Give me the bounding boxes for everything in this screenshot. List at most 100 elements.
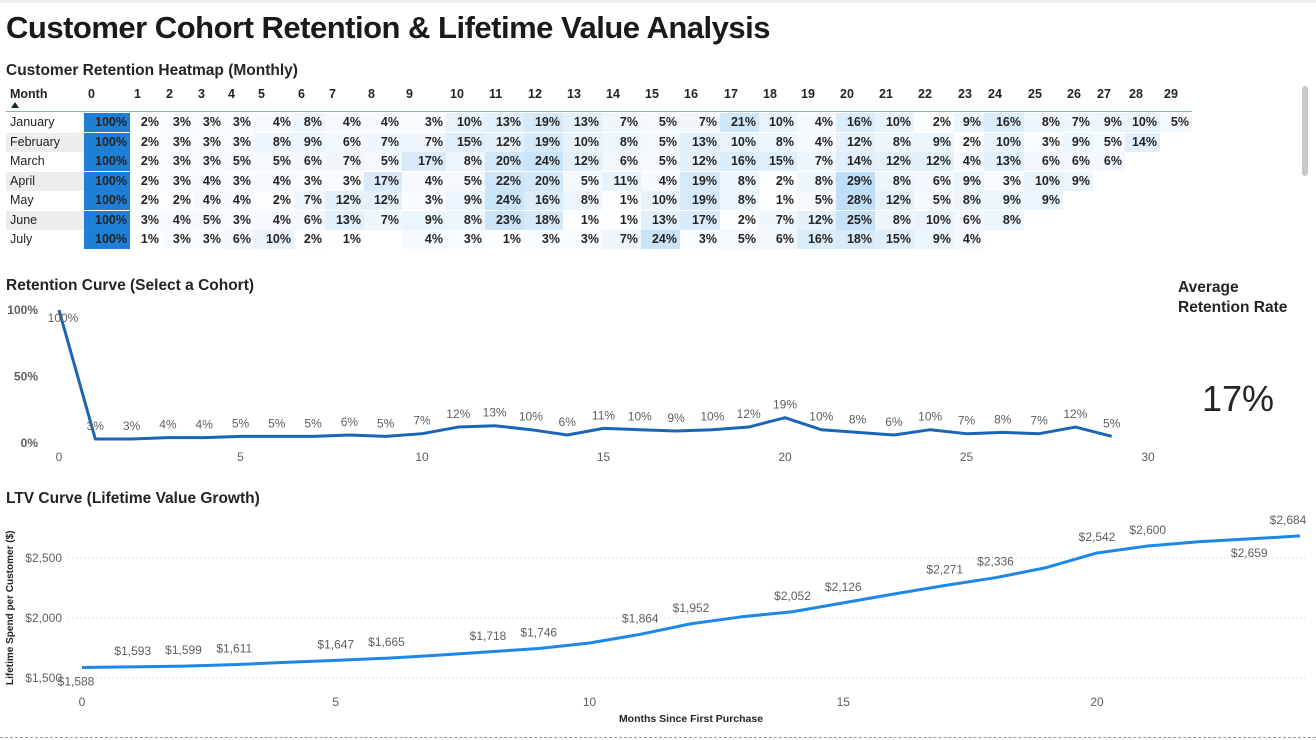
heatmap-cell[interactable]: 8% bbox=[797, 171, 836, 191]
heatmap-cell[interactable]: 15% bbox=[759, 152, 797, 171]
heatmap-cell[interactable]: 6% bbox=[294, 152, 325, 171]
heatmap-cell[interactable]: 9% bbox=[914, 230, 954, 249]
heatmap-cell[interactable]: 19% bbox=[524, 113, 563, 132]
heatmap-cell[interactable]: 10% bbox=[720, 132, 759, 152]
heatmap-cell[interactable]: 1% bbox=[563, 210, 602, 230]
heatmap-cell[interactable]: 2% bbox=[294, 230, 325, 249]
heatmap-cell[interactable]: 10% bbox=[875, 113, 914, 132]
heatmap-cell[interactable]: 15% bbox=[446, 132, 485, 152]
heatmap-cell[interactable]: 8% bbox=[875, 171, 914, 191]
heatmap-cell[interactable]: 7% bbox=[364, 210, 402, 230]
heatmap-cell[interactable]: 12% bbox=[836, 132, 875, 152]
heatmap-cell[interactable]: 5% bbox=[194, 210, 224, 230]
heatmap-cell[interactable]: 4% bbox=[194, 171, 224, 191]
heatmap-cell[interactable]: 3% bbox=[224, 132, 254, 152]
heatmap-cell[interactable]: 3% bbox=[402, 191, 446, 210]
heatmap-cell[interactable]: 7% bbox=[602, 113, 641, 132]
heatmap-cell[interactable]: 3% bbox=[1024, 132, 1063, 152]
heatmap-cell[interactable]: 5% bbox=[1160, 113, 1192, 132]
heatmap-cell[interactable]: 2% bbox=[130, 113, 162, 132]
heatmap-cell[interactable]: 5% bbox=[254, 152, 294, 171]
heatmap-cell[interactable]: 5% bbox=[641, 132, 680, 152]
heatmap-cell[interactable]: 19% bbox=[680, 191, 720, 210]
heatmap-cell[interactable]: 10% bbox=[641, 191, 680, 210]
heatmap-cell[interactable]: 2% bbox=[720, 210, 759, 230]
heatmap-cell[interactable]: 3% bbox=[984, 171, 1024, 191]
heatmap-cell[interactable]: 28% bbox=[836, 191, 875, 210]
heatmap-cell[interactable]: 3% bbox=[446, 230, 485, 249]
heatmap-cell[interactable]: 8% bbox=[1024, 113, 1063, 132]
heatmap-cell[interactable]: 13% bbox=[984, 152, 1024, 171]
heatmap-cell[interactable]: 9% bbox=[294, 132, 325, 152]
heatmap-cell[interactable]: 6% bbox=[1063, 152, 1093, 171]
heatmap-cell[interactable]: 3% bbox=[224, 210, 254, 230]
heatmap-cell[interactable]: 4% bbox=[224, 191, 254, 210]
heatmap-cell[interactable]: 6% bbox=[602, 152, 641, 171]
heatmap-cell[interactable]: 14% bbox=[836, 152, 875, 171]
heatmap-cell[interactable]: 9% bbox=[984, 191, 1024, 210]
heatmap-cell[interactable]: 2% bbox=[130, 152, 162, 171]
heatmap-cell[interactable]: 8% bbox=[446, 210, 485, 230]
heatmap-cell[interactable]: 8% bbox=[254, 132, 294, 152]
heatmap-cell[interactable]: 8% bbox=[720, 171, 759, 191]
heatmap-cell[interactable]: 12% bbox=[875, 152, 914, 171]
heatmap-cell[interactable]: 2% bbox=[954, 132, 984, 152]
heatmap-cell[interactable]: 100% bbox=[84, 132, 130, 152]
heatmap-cell[interactable]: 10% bbox=[1125, 113, 1160, 132]
heatmap-cell[interactable]: 2% bbox=[254, 191, 294, 210]
heatmap-cell[interactable]: 100% bbox=[84, 152, 130, 171]
heatmap-cell[interactable]: 9% bbox=[1063, 171, 1093, 191]
heatmap-cell[interactable]: 10% bbox=[759, 113, 797, 132]
heatmap-cell[interactable]: 12% bbox=[364, 191, 402, 210]
heatmap-cell[interactable]: 3% bbox=[162, 152, 194, 171]
heatmap-cell[interactable]: 4% bbox=[254, 210, 294, 230]
heatmap-cell[interactable]: 9% bbox=[1024, 191, 1063, 210]
heatmap-cell[interactable]: 1% bbox=[602, 210, 641, 230]
heatmap-cell[interactable]: 7% bbox=[325, 152, 364, 171]
heatmap-cell[interactable]: 2% bbox=[130, 171, 162, 191]
heatmap-cell[interactable]: 6% bbox=[954, 210, 984, 230]
heatmap-cell[interactable]: 100% bbox=[84, 113, 130, 132]
heatmap-cell[interactable]: 12% bbox=[914, 152, 954, 171]
heatmap-cell[interactable]: 6% bbox=[294, 210, 325, 230]
heatmap-cell[interactable]: 9% bbox=[1093, 113, 1125, 132]
heatmap-cell[interactable]: 18% bbox=[524, 210, 563, 230]
heatmap-cell[interactable]: 1% bbox=[325, 230, 364, 249]
heatmap-cell[interactable]: 3% bbox=[162, 132, 194, 152]
heatmap-cell[interactable]: 8% bbox=[875, 210, 914, 230]
heatmap-cell[interactable]: 1% bbox=[759, 191, 797, 210]
heatmap-cell[interactable]: 8% bbox=[984, 210, 1024, 230]
heatmap-cell[interactable]: 3% bbox=[680, 230, 720, 249]
heatmap-cell[interactable]: 4% bbox=[364, 113, 402, 132]
heatmap-cell[interactable]: 7% bbox=[797, 152, 836, 171]
heatmap-cell[interactable]: 3% bbox=[194, 152, 224, 171]
heatmap-cell[interactable]: 12% bbox=[485, 132, 524, 152]
heatmap-cell[interactable]: 8% bbox=[759, 132, 797, 152]
heatmap-cell[interactable]: 4% bbox=[162, 210, 194, 230]
heatmap-cell[interactable]: 17% bbox=[402, 152, 446, 171]
heatmap-cell[interactable]: 23% bbox=[485, 210, 524, 230]
heatmap-cell[interactable]: 4% bbox=[254, 171, 294, 191]
heatmap-cell[interactable]: 17% bbox=[364, 171, 402, 191]
heatmap-cell[interactable]: 13% bbox=[641, 210, 680, 230]
heatmap-cell[interactable]: 8% bbox=[875, 132, 914, 152]
heatmap-cell[interactable]: 8% bbox=[720, 191, 759, 210]
heatmap-cell[interactable]: 1% bbox=[130, 230, 162, 249]
heatmap-cell[interactable]: 6% bbox=[1093, 152, 1125, 171]
heatmap-cell[interactable]: 3% bbox=[563, 230, 602, 249]
heatmap-cell[interactable]: 4% bbox=[954, 152, 984, 171]
heatmap-cell[interactable]: 8% bbox=[954, 191, 984, 210]
heatmap-cell[interactable]: 100% bbox=[84, 230, 130, 249]
heatmap-cell[interactable]: 9% bbox=[446, 191, 485, 210]
heatmap-cell[interactable]: 4% bbox=[797, 132, 836, 152]
heatmap-cell[interactable]: 14% bbox=[1125, 132, 1160, 152]
heatmap-cell[interactable]: 5% bbox=[720, 230, 759, 249]
heatmap-cell[interactable]: 5% bbox=[1093, 132, 1125, 152]
heatmap-cell[interactable]: 10% bbox=[1024, 171, 1063, 191]
heatmap-cell[interactable]: 4% bbox=[254, 113, 294, 132]
heatmap-cell[interactable]: 6% bbox=[325, 132, 364, 152]
heatmap-cell[interactable]: 13% bbox=[563, 113, 602, 132]
heatmap-cell[interactable]: 2% bbox=[914, 113, 954, 132]
heatmap-cell[interactable]: 2% bbox=[162, 191, 194, 210]
heatmap-cell[interactable]: 10% bbox=[254, 230, 294, 249]
